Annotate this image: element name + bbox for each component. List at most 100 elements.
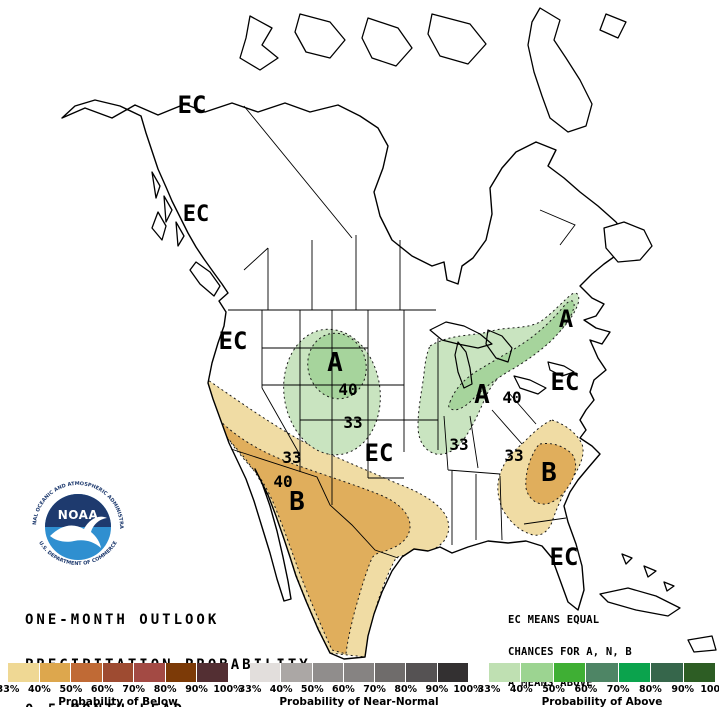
colorbar-segment <box>8 663 40 682</box>
map-label-a: A <box>474 380 490 410</box>
borders <box>228 105 576 559</box>
colorbar-below-segments <box>8 663 229 682</box>
colorbar-tick-label: 40% <box>509 684 533 695</box>
logo-ring-top-text: NATIONAL OCEANIC AND ATMOSPHERIC ADMINIS… <box>0 0 124 529</box>
state-border <box>262 347 438 479</box>
haida-gwaii <box>151 211 167 241</box>
colorbar-near-normal: Probability of Near-Normal 33% 40% 50% 60% 7… <box>239 663 483 707</box>
map-label-ec: EC <box>551 368 580 396</box>
newfoundland <box>603 221 653 263</box>
map-label-40: 40 <box>273 472 292 491</box>
colorbar-tick-label: 80% <box>153 684 177 695</box>
colorbar-segment <box>437 663 468 682</box>
map-label-b: B <box>541 458 557 488</box>
colorbar-segment <box>683 663 715 682</box>
map-label-a: A <box>559 305 574 333</box>
colorbar-tick-label: 90% <box>671 684 695 695</box>
map-label-40: 40 <box>338 380 357 399</box>
map-label-ec: EC <box>178 91 207 119</box>
colorbar-segment <box>343 663 376 682</box>
bahamas <box>621 553 633 565</box>
map-label-b: B <box>289 487 305 517</box>
colorbar-tick-label: 40% <box>28 684 51 695</box>
title-line: 0.5 MONTH LEAD <box>25 703 311 707</box>
colorbar-near-normal-caption: Probability of Near-Normal <box>279 696 439 707</box>
colorbar-tick-label: 33% <box>0 684 20 695</box>
baffin-island <box>527 7 593 133</box>
legend-line: EC MEANS EQUAL <box>508 614 600 626</box>
legend-line: A MEANS ABOVE <box>508 677 593 689</box>
bahamas <box>663 581 675 592</box>
colorbar-segment <box>39 663 72 682</box>
colorbar-segment <box>312 663 344 682</box>
colorbar-segment <box>250 663 282 682</box>
colorbar-segment <box>134 663 166 682</box>
map-label-33: 33 <box>282 448 301 467</box>
colorbar-segment <box>406 663 438 682</box>
arctic-island <box>361 17 413 67</box>
great-lakes <box>429 321 575 395</box>
arctic-island <box>427 13 487 65</box>
province-border <box>243 105 576 310</box>
panhandle-island <box>175 221 185 247</box>
colorbar-segment <box>489 663 522 682</box>
islands <box>151 7 717 653</box>
colorbar-near-normal-segments <box>250 663 468 682</box>
hispaniola <box>687 635 717 653</box>
colorbar-above-segments <box>489 663 715 682</box>
colorbar-tick-label: 100% <box>700 684 719 695</box>
us-mexico-border <box>230 448 399 559</box>
colorbar-tick-label: 80% <box>639 684 662 695</box>
colorbar-tick-label: 100% <box>213 684 243 695</box>
colorbar-segment <box>197 663 229 682</box>
colorbar-segment <box>281 663 313 682</box>
region-above-lakes-inner <box>448 300 575 411</box>
colorbar-tick-label: 60% <box>574 684 598 695</box>
colorbar-segment <box>102 663 135 682</box>
lake-ontario <box>547 361 575 377</box>
map-label-ec: EC <box>550 543 579 571</box>
colorbar-tick-label: 50% <box>542 684 565 695</box>
panhandle-island <box>151 171 161 199</box>
colorbar-tick-label: 40% <box>269 684 293 695</box>
colorbar-below: Probability of Below 33% 40% 50% 60% 70% 80% 9… <box>0 663 243 707</box>
legend-key-text: EC MEANS EQUAL CHANCES FOR A, N, B A MEA… <box>508 594 632 707</box>
cuba <box>599 587 681 617</box>
map-label-40: 40 <box>502 388 521 407</box>
colorbar-above: Probability of Above 33% 40% 50% 60% 70% 80% 9… <box>478 663 719 707</box>
region-above-plains-inner <box>307 332 367 400</box>
legend-line: CHANCES FOR A, N, B <box>508 645 632 658</box>
colorbar-tick-label: 70% <box>363 684 386 695</box>
region-below-southwest-inner <box>218 418 411 655</box>
colorbar-tick-label: 70% <box>122 684 146 695</box>
colorbar-segment <box>375 663 407 682</box>
state-border <box>261 310 439 505</box>
colorbar-segment <box>521 663 554 682</box>
arctic-island <box>599 13 627 39</box>
colorbar-tick-label: 50% <box>59 684 83 695</box>
logo-acronym: NOAA <box>58 508 99 522</box>
colorbar-tick-label: 60% <box>90 684 114 695</box>
colorbar-tick-label: 100% <box>453 684 483 695</box>
lake-huron <box>485 329 513 363</box>
lake-michigan <box>454 341 473 389</box>
colorbar-above-caption: Probability of Above <box>541 696 663 707</box>
colorbar-segment <box>165 663 198 682</box>
map-label-33: 33 <box>504 446 523 465</box>
colorbar-below-caption: Probability of Below <box>58 696 178 707</box>
colorbar-tick-label: 90% <box>185 684 208 695</box>
map-label-33: 33 <box>449 435 468 454</box>
lake-superior <box>429 321 493 349</box>
colorbar-tick-label: 33% <box>238 684 262 695</box>
map-label-ec: EC <box>183 202 210 227</box>
map-label-33: 33 <box>343 413 362 432</box>
colorbar-segment <box>553 663 587 682</box>
noaa-logo: NOAA NATIONAL OCEANIC AND ATMOSPHERIC AD… <box>0 0 124 567</box>
colorbar-tick-label: 80% <box>394 684 418 695</box>
title-line: ONE-MONTH OUTLOOK <box>25 612 220 628</box>
map-label-ec: EC <box>365 439 394 467</box>
colorbar-tick-label: 90% <box>425 684 449 695</box>
colorbar-segment <box>618 663 652 682</box>
